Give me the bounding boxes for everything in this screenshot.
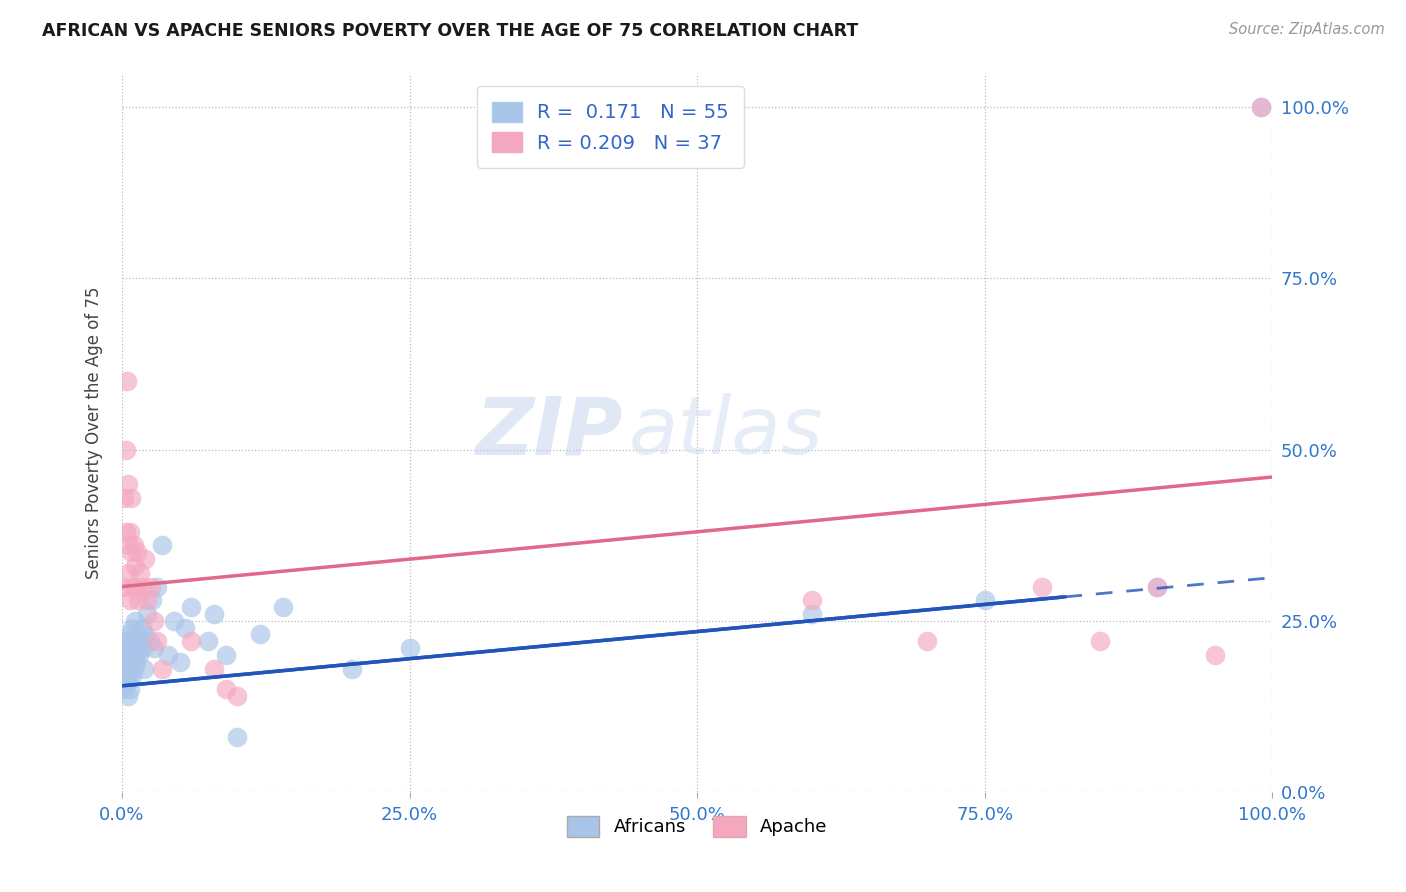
Point: [132, 641, 155, 656]
Point: [214, 682, 236, 697]
Point: [1250, 100, 1272, 114]
Point: [112, 491, 135, 505]
Point: [143, 614, 166, 628]
Point: [118, 538, 141, 552]
Point: [122, 538, 145, 552]
Point: [120, 627, 142, 641]
Point: [1146, 580, 1168, 594]
Point: [917, 634, 939, 648]
Point: [122, 634, 145, 648]
Point: [120, 545, 142, 559]
Point: [127, 641, 149, 656]
Point: [112, 682, 135, 697]
Point: [121, 621, 143, 635]
Point: [120, 593, 142, 607]
Point: [128, 648, 150, 662]
Point: [214, 648, 236, 662]
Point: [138, 634, 160, 648]
Point: [129, 634, 152, 648]
Point: [134, 627, 156, 641]
Point: [127, 593, 149, 607]
Point: [136, 593, 159, 607]
Point: [145, 634, 167, 648]
Point: [117, 566, 139, 580]
Point: [226, 689, 249, 703]
Point: [118, 662, 141, 676]
Point: [134, 552, 156, 566]
Point: [120, 655, 142, 669]
Text: ZIP: ZIP: [475, 393, 623, 472]
Text: Source: ZipAtlas.com: Source: ZipAtlas.com: [1229, 22, 1385, 37]
Point: [136, 607, 159, 621]
Point: [180, 600, 202, 615]
Point: [118, 634, 141, 648]
Point: [125, 655, 148, 669]
Point: [169, 655, 191, 669]
Point: [117, 641, 139, 656]
Point: [117, 476, 139, 491]
Point: [117, 675, 139, 690]
Point: [1250, 100, 1272, 114]
Point: [122, 662, 145, 676]
Point: [249, 627, 271, 641]
Point: [197, 634, 219, 648]
Y-axis label: Seniors Poverty Over the Age of 75: Seniors Poverty Over the Age of 75: [86, 286, 103, 579]
Point: [143, 641, 166, 656]
Point: [801, 607, 824, 621]
Point: [115, 668, 138, 682]
Point: [131, 621, 153, 635]
Point: [120, 491, 142, 505]
Point: [1031, 580, 1053, 594]
Point: [114, 442, 136, 457]
Point: [202, 662, 225, 676]
Point: [124, 648, 146, 662]
Point: [139, 580, 162, 594]
Point: [1146, 580, 1168, 594]
Point: [398, 641, 420, 656]
Point: [121, 668, 143, 682]
Point: [180, 634, 202, 648]
Point: [163, 614, 186, 628]
Point: [132, 580, 155, 594]
Point: [114, 675, 136, 690]
Point: [112, 648, 135, 662]
Point: [150, 538, 173, 552]
Point: [129, 566, 152, 580]
Point: [226, 730, 249, 744]
Point: [112, 580, 135, 594]
Point: [120, 682, 142, 697]
Point: [125, 580, 148, 594]
Point: [145, 580, 167, 594]
Point: [271, 600, 294, 615]
Point: [150, 662, 173, 676]
Point: [202, 607, 225, 621]
Point: [132, 662, 155, 676]
Point: [124, 614, 146, 628]
Point: [1204, 648, 1226, 662]
Point: [801, 593, 824, 607]
Legend: Africans, Apache: Africans, Apache: [560, 809, 835, 844]
Point: [114, 524, 136, 539]
Point: [121, 580, 143, 594]
Point: [125, 545, 148, 559]
Point: [114, 634, 136, 648]
Point: [141, 593, 163, 607]
Point: [120, 641, 142, 656]
Point: [124, 559, 146, 574]
Point: [973, 593, 995, 607]
Point: [115, 374, 138, 388]
Point: [174, 621, 197, 635]
Point: [112, 662, 135, 676]
Point: [120, 648, 142, 662]
Point: [340, 662, 363, 676]
Point: [157, 648, 180, 662]
Point: [120, 524, 142, 539]
Text: AFRICAN VS APACHE SENIORS POVERTY OVER THE AGE OF 75 CORRELATION CHART: AFRICAN VS APACHE SENIORS POVERTY OVER T…: [42, 22, 859, 40]
Point: [117, 689, 139, 703]
Point: [125, 627, 148, 641]
Point: [115, 655, 138, 669]
Text: atlas: atlas: [628, 393, 823, 472]
Point: [1088, 634, 1111, 648]
